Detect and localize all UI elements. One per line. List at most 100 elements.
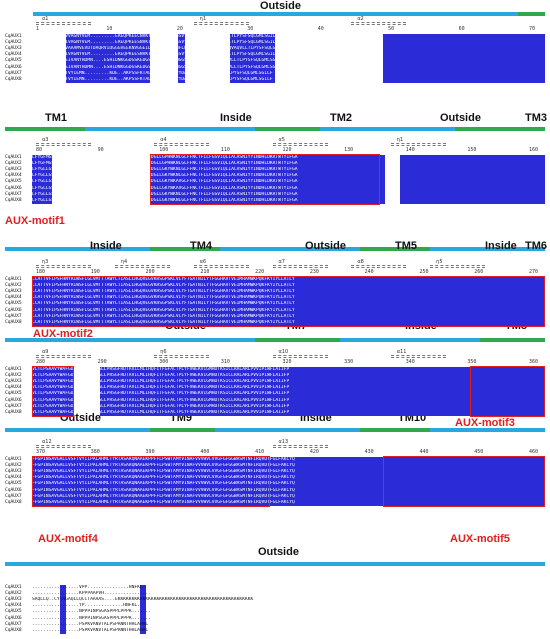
- sequence-row: VLTLPSAAVYWAFGDMLLNHSNAFSLLPRSGFRDTAVILM…: [32, 367, 290, 372]
- topology-bar-segment: [480, 338, 545, 342]
- topology-label: Outside: [305, 240, 346, 252]
- topology-label: Inside: [220, 112, 252, 124]
- sequence-name: CqAUX8: [5, 499, 22, 505]
- conserved-column-shading: [178, 34, 185, 83]
- ruler-number: 430: [364, 449, 374, 455]
- ruler-number: 130: [344, 147, 354, 153]
- helix-marker: [36, 355, 91, 358]
- secondary-structure-label: α5: [278, 137, 285, 143]
- conserved-column-shading: [150, 155, 385, 204]
- ruler-number: 350: [467, 359, 477, 365]
- sequence-row: .................NPPPINPSGASPPPLPPPR....…: [32, 609, 151, 615]
- motif-box: [150, 154, 380, 205]
- sequence-name: CqAUX5: [5, 609, 22, 615]
- ruler-number: 100: [159, 147, 169, 153]
- sequence-name: CqAUX2: [5, 40, 22, 46]
- topology-bar-segment: [5, 127, 85, 131]
- ruler-number: 90: [97, 147, 104, 153]
- ruler-number: 160: [529, 147, 539, 153]
- helix-marker: [430, 265, 486, 268]
- topology-bar-segment: [150, 428, 215, 432]
- topology-bar-segment: [33, 12, 518, 16]
- sequence-row: VLTLPSAAVYWAFGDMLLNHSNAFSLLPRSGFRDTAVILM…: [32, 385, 290, 391]
- topology-label: TM3: [525, 112, 547, 124]
- sequence-row: LFYGLLGSWTAYLISVLYVEYRSRKEKEGVNFKNHVIQWF…: [32, 179, 298, 185]
- helix-marker: [272, 355, 328, 358]
- sequence-row: FFGPINSAVGALLVSFTVYIIPALAHMLTYRTASARQNAA…: [32, 493, 295, 499]
- ruler-number: 260: [474, 269, 484, 275]
- secondary-structure-label: η4: [120, 259, 128, 265]
- sequence-row: LFYGLLGSWTAYLISVLYVEYRSRKEKEGVNFKNHVIQWF…: [32, 185, 298, 191]
- topology-label: Inside: [90, 240, 122, 252]
- topology-bar-segment: [518, 12, 545, 16]
- ruler-number: 460: [529, 449, 539, 455]
- ruler-number: 120: [282, 147, 292, 153]
- sequence-name: CqAUX7: [5, 621, 22, 627]
- sequence-name: CqAUX1: [5, 155, 22, 160]
- secondary-structure-label: α4: [160, 137, 167, 143]
- topology-bar-segment: [5, 428, 150, 432]
- ruler-number: 320: [282, 359, 292, 365]
- secondary-structure-label: α12: [42, 439, 52, 445]
- topology-bar-segment: [215, 428, 360, 432]
- conserved-column-shading: [32, 457, 545, 506]
- topology-label: Inside: [485, 240, 517, 252]
- sequence-row: M....ASEKVNTIVAGNYVEM.........EREQPKEESN…: [32, 40, 279, 46]
- secondary-structure-label: η5: [436, 259, 443, 265]
- sequence-name: CqAUX7: [5, 191, 22, 197]
- motif-label: AUX-motif4: [38, 533, 98, 545]
- ruler-number: 20: [176, 26, 183, 32]
- sequence-name: CqAUX7: [5, 493, 22, 499]
- ruler-number: 140: [405, 147, 415, 153]
- sequence-name: CqAUX3: [5, 289, 22, 295]
- secondary-structure-label: α6: [199, 259, 207, 265]
- secondary-structure-label: α8: [357, 259, 364, 265]
- sequence-row: CCATTVFIPSFHNYRIWSFLGLVMTTTAWYLTIASLLHGQ…: [32, 307, 295, 313]
- sequence-name: CqAUX2: [5, 373, 22, 379]
- motif-label: AUX-motif3: [455, 417, 515, 429]
- topology-label: TM4: [190, 240, 212, 252]
- sequence-name: CqAUX5: [5, 481, 22, 487]
- helix-marker: [272, 265, 328, 268]
- conserved-column-shading: [32, 367, 74, 416]
- sequence-name: CqAUX5: [5, 58, 22, 64]
- ruler-number: 50: [388, 26, 395, 32]
- sequence-row: CCATTVFIPSFHNYRIWSFLGLVMTTTAWYLTIASLLHGQ…: [32, 301, 295, 307]
- motif-box: [32, 276, 545, 327]
- sequence-row: FFGPINSAVGALLVSFTVYIIPALAHMLTYRTASARQNAA…: [32, 469, 295, 475]
- helix-marker: [351, 265, 407, 268]
- conserved-column-shading: [140, 585, 146, 634]
- helix-marker: [36, 143, 91, 146]
- sequence-row: .................VPP...............HNFKL…: [32, 585, 146, 590]
- sequence-name: CqAUX4: [5, 295, 22, 301]
- motif-box: [383, 456, 545, 507]
- motif-box: [32, 366, 74, 417]
- motif-label: AUX-motif1: [5, 215, 65, 227]
- topology-bar-segment: [255, 338, 340, 342]
- ruler-number: 110: [220, 147, 230, 153]
- sequence-name: CqAUX7: [5, 313, 22, 319]
- ruler-number: 270: [529, 269, 539, 275]
- sequence-name: CqAUX6: [5, 615, 22, 621]
- sequence-name: CqAUX6: [5, 397, 22, 403]
- ruler-number: 420: [309, 449, 319, 455]
- helix-marker: [114, 265, 170, 268]
- sequence-row: M....ASEKVETVVAGNYVEM.........EREQPKEECN…: [32, 34, 279, 39]
- sequence-name: CqAUX2: [5, 463, 22, 469]
- sequence-name: CqAUX4: [5, 385, 22, 391]
- sequence-name: CqAUX1: [5, 277, 22, 282]
- sequence-name: CqAUX6: [5, 185, 22, 191]
- ruler-number: 190: [90, 269, 100, 275]
- ruler-number: 180: [36, 269, 46, 275]
- ruler-number: 440: [419, 449, 429, 455]
- sequence-name: CqAUX2: [5, 161, 22, 167]
- sequence-row: CCATTVFIPSFHNYRIWSFLGLVMTTTAWYLTIASLLHGQ…: [32, 289, 295, 295]
- ruler-number: 1: [36, 26, 40, 32]
- sequence-row: CCATTVFIPSFHNYRIWSFLGLVMTTTAWYLTIASLLHGQ…: [32, 283, 295, 289]
- sequence-row: LFYGLLGSWTAYLISVLYVEYRSRKEKEGVNFKNHVIQWF…: [32, 173, 298, 179]
- topology-label: Outside: [258, 546, 299, 558]
- helix-marker: [390, 143, 446, 146]
- sequence-name: CqAUX4: [5, 52, 22, 58]
- secondary-structure-label: η6: [160, 349, 167, 355]
- sequence-row: CCATTVFIPSFHNYRIWSFLGLVMTTTAWYLTIASLLHGQ…: [32, 313, 295, 319]
